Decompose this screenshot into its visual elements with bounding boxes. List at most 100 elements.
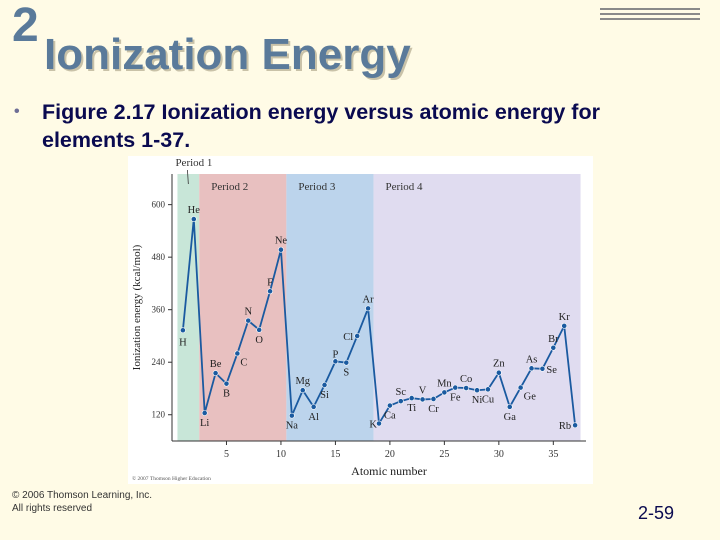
bullet-text: Figure 2.17 Ionization energy versus ato… [42, 100, 600, 152]
element-label-he: He [188, 205, 201, 216]
data-point-b [223, 380, 230, 387]
data-point-cl [354, 333, 361, 339]
slide-title: Ionization Energy [44, 30, 411, 79]
data-point-f [267, 288, 273, 295]
y-tick-label: 480 [152, 252, 166, 262]
element-label-cl: Cl [343, 332, 353, 343]
x-tick-label: 30 [494, 449, 504, 460]
data-point-al [310, 403, 317, 410]
element-label-ca: Ca [384, 411, 396, 422]
period-band-4 [373, 174, 581, 441]
data-point-ni [474, 387, 480, 394]
data-point-mg [299, 387, 306, 394]
data-point-be [212, 370, 219, 377]
x-tick-label: 15 [330, 449, 340, 460]
element-label-cu: Cu [482, 394, 495, 405]
x-tick-label: 5 [224, 449, 229, 460]
element-label-fe: Fe [450, 393, 461, 404]
element-label-ge: Ge [524, 392, 537, 403]
period-label: Period 4 [386, 181, 423, 193]
chart-credit: © 2007 Thomson Higher Education [132, 475, 211, 482]
element-label-kr: Kr [559, 312, 571, 323]
decorative-rules [600, 8, 700, 23]
element-label-c: C [240, 357, 247, 368]
x-tick-label: 20 [385, 449, 395, 460]
x-tick-label: 35 [548, 449, 558, 460]
x-tick-label: 25 [439, 449, 449, 460]
element-label-si: Si [320, 390, 329, 401]
data-point-zn [495, 369, 502, 376]
copyright-line-2: All rights reserved [12, 503, 93, 514]
data-point-co [463, 385, 470, 391]
data-point-o [256, 326, 263, 333]
data-point-as [528, 365, 535, 372]
element-label-k: K [369, 419, 377, 430]
data-point-h [179, 327, 186, 334]
data-point-ga [506, 403, 513, 410]
data-point-se [539, 365, 546, 372]
element-label-ni: Ni [472, 395, 483, 406]
element-label-co: Co [460, 374, 472, 385]
element-label-n: N [244, 307, 252, 318]
period-label: Period 2 [211, 181, 248, 193]
data-point-li [201, 410, 208, 416]
data-point-rb [572, 422, 579, 429]
data-point-he [190, 216, 197, 222]
y-tick-label: 600 [152, 200, 166, 210]
data-point-ne [278, 246, 284, 253]
element-label-cr: Cr [428, 404, 439, 415]
element-label-mg: Mg [295, 376, 310, 387]
y-tick-label: 360 [152, 305, 166, 315]
x-axis-title: Atomic number [351, 464, 427, 478]
data-point-ca [386, 402, 393, 409]
data-point-ar [365, 305, 372, 312]
period-band-1 [177, 174, 200, 441]
element-label-b: B [223, 389, 230, 400]
data-point-cr [430, 396, 437, 402]
element-label-sc: Sc [396, 387, 407, 398]
element-label-be: Be [210, 359, 222, 370]
element-label-s: S [343, 368, 349, 379]
copyright-line-1: © 2006 Thomson Learning, Inc. [12, 490, 153, 501]
data-point-na [288, 412, 295, 419]
element-label-v: V [419, 385, 427, 396]
element-label-ne: Ne [275, 236, 288, 247]
data-point-sc [397, 398, 404, 405]
page-number: 2-59 [638, 503, 675, 523]
element-label-f: F [267, 277, 273, 288]
element-label-ar: Ar [363, 294, 375, 305]
ionization-energy-chart: Period 1 Period 2 Period 3 Period 4 5 10 15 20 2… [131, 157, 586, 482]
element-label-as: As [526, 354, 538, 365]
element-label-rb: Rb [559, 421, 571, 432]
data-point-kr [561, 322, 568, 329]
period-band-2 [199, 174, 287, 441]
chart-figure: Period 1 Period 2 Period 3 Period 4 5 10 15 20 2… [128, 156, 593, 484]
element-label-ti: Ti [407, 403, 416, 414]
data-point-s [343, 359, 350, 366]
element-label-br: Br [548, 334, 559, 345]
period-band-3 [286, 174, 374, 441]
element-label-o: O [255, 335, 263, 346]
data-point-cu [485, 386, 491, 393]
bullet-point: • Figure 2.17 Ionization energy versus a… [14, 98, 694, 154]
data-point-si [321, 382, 328, 388]
data-point-c [234, 350, 241, 357]
element-label-h: H [179, 337, 187, 348]
data-point-v [419, 396, 426, 403]
x-tick-label: 10 [276, 449, 286, 460]
period-label: Period 1 [175, 157, 212, 169]
data-point-k [376, 420, 382, 427]
element-label-p: P [332, 349, 338, 360]
data-point-mn [441, 389, 448, 396]
element-label-se: Se [546, 365, 557, 376]
element-label-na: Na [286, 421, 299, 432]
data-point-p [332, 358, 339, 365]
y-tick-label: 240 [152, 357, 166, 367]
period-label: Period 3 [298, 181, 335, 193]
y-tick-label: 120 [152, 410, 166, 420]
element-label-ga: Ga [504, 412, 517, 423]
data-point-br [550, 344, 557, 351]
slide-number: 2 [12, 0, 39, 52]
data-point-n [245, 317, 252, 324]
element-label-li: Li [200, 418, 209, 429]
